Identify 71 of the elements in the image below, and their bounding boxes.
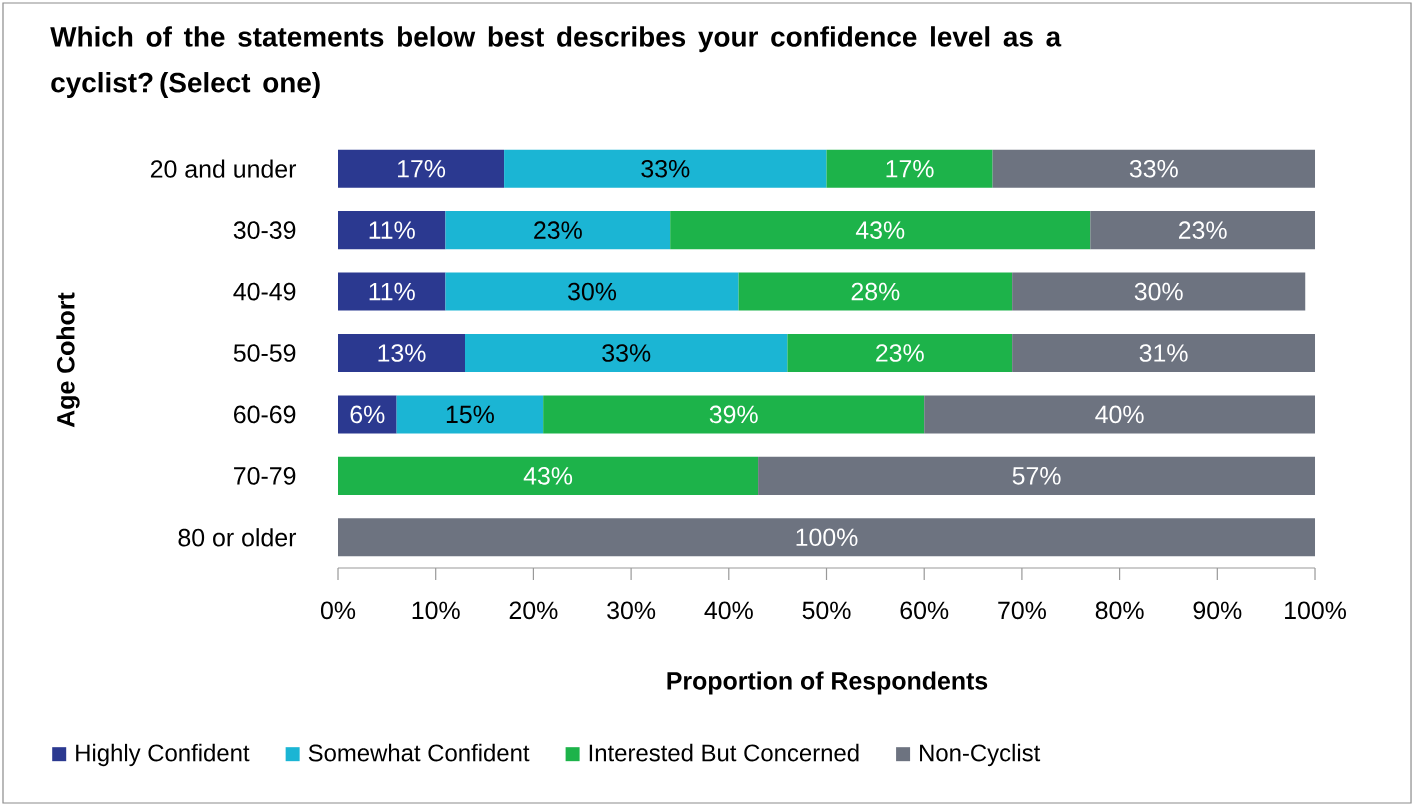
x-tick-label: 60% — [900, 601, 949, 620]
data-label: 100% — [796, 528, 858, 547]
legend-label: Highly Confident — [76, 743, 250, 767]
x-tick-label: 0% — [320, 601, 356, 620]
data-label: 33% — [1129, 159, 1178, 178]
data-label: 33% — [641, 159, 690, 178]
legend-label: Interested But Concerned — [589, 743, 859, 762]
y-tick-label: 70-79 — [234, 467, 296, 485]
bar — [738, 272, 1013, 311]
data-label: 40% — [1095, 405, 1144, 424]
x-axis-title: Proportion of Respondents — [667, 671, 988, 695]
bar — [445, 272, 739, 311]
x-tick-label: 20% — [509, 601, 558, 620]
x-tick-label: 100% — [1285, 601, 1346, 620]
bar — [338, 149, 505, 188]
data-label: 43% — [523, 467, 573, 485]
data-label: 28% — [851, 282, 900, 301]
x-tick-label: 90% — [1193, 601, 1242, 620]
bar — [992, 149, 1316, 188]
y-tick-label: 80 or older — [178, 528, 297, 547]
bar — [338, 333, 466, 373]
y-tick-label: 50-59 — [233, 344, 296, 362]
bar — [338, 518, 1316, 557]
data-label: 57% — [1012, 467, 1061, 485]
x-tick-label: 50% — [802, 601, 851, 620]
data-label: 17% — [398, 160, 446, 178]
x-tick-label: 30% — [607, 601, 656, 620]
y-tick-label: 30-39 — [233, 221, 296, 239]
x-tick-label: 10% — [412, 601, 460, 620]
data-label: 30% — [1134, 282, 1183, 301]
bar — [543, 395, 925, 434]
data-label: 17% — [886, 160, 934, 178]
bar — [758, 456, 1316, 495]
data-label: 11% — [369, 221, 415, 239]
bar — [338, 272, 446, 311]
data-label: 6% — [350, 405, 385, 424]
bar — [1012, 333, 1316, 373]
data-label: 13% — [378, 344, 426, 362]
chart-title: Which of the statements below best describes your confidence level as a cyclist? (Select one) — [50, 26, 1062, 99]
bar — [338, 395, 397, 434]
bar — [465, 333, 788, 373]
x-tick-label: 80% — [1095, 601, 1144, 620]
data-label: 15% — [446, 405, 494, 424]
legend-label: Non-Cyclist — [920, 743, 1041, 767]
bar — [396, 395, 544, 434]
bar — [338, 211, 446, 250]
bar — [1090, 211, 1316, 250]
y-tick-label: 60-69 — [234, 405, 296, 424]
x-tick-label: 40% — [704, 601, 753, 620]
y-axis-title: Age Cohort — [56, 292, 80, 428]
y-tick-label: 40-49 — [233, 282, 296, 301]
bar — [924, 395, 1316, 434]
data-label: 23% — [534, 221, 582, 239]
bar — [787, 333, 1013, 373]
y-tick-label: 20 and under — [150, 159, 297, 178]
data-label: 23% — [876, 344, 924, 362]
bar — [1012, 272, 1306, 311]
data-label: 39% — [709, 405, 758, 424]
bar — [826, 149, 993, 188]
legend-label: Somewhat Confident — [308, 743, 530, 762]
bar — [504, 149, 827, 188]
x-tick-label: 70% — [998, 601, 1046, 620]
bar — [338, 456, 759, 495]
data-label: 30% — [568, 282, 617, 301]
bar — [670, 211, 1091, 250]
data-label: 31% — [1139, 344, 1188, 362]
data-label: 23% — [1178, 221, 1227, 239]
data-label: 33% — [602, 344, 651, 362]
data-label: 43% — [855, 221, 905, 239]
bar — [445, 211, 671, 250]
data-label: 11% — [369, 282, 415, 301]
